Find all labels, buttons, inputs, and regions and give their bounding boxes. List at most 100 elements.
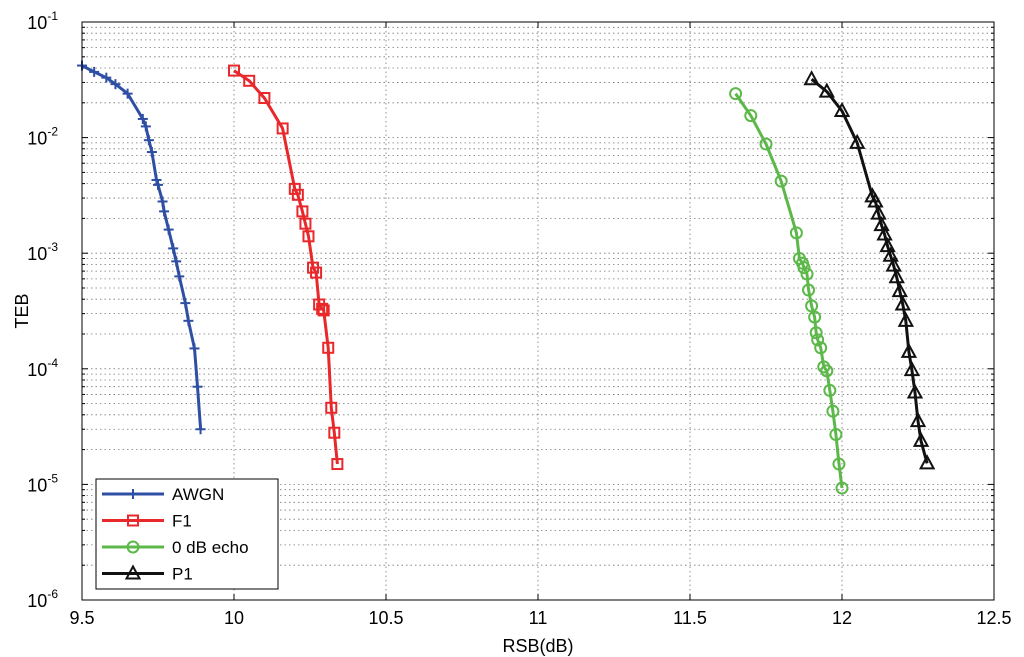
data-point-p1 — [897, 311, 915, 327]
x-tick-label: 12.5 — [976, 608, 1011, 628]
data-point-0-db-echo — [832, 457, 846, 471]
x-tick-label: 11 — [529, 608, 548, 628]
legend-marker-p1 — [124, 564, 142, 580]
data-point-f1 — [316, 302, 329, 315]
data-point-f1 — [296, 205, 309, 218]
y-tick-label: 10-2 — [27, 125, 58, 149]
data-point-p1 — [900, 342, 918, 358]
data-point-awgn — [163, 224, 174, 235]
data-point-awgn — [159, 206, 170, 217]
data-point-p1 — [909, 411, 927, 428]
data-point-f1 — [310, 266, 323, 279]
data-point-0-db-echo — [829, 428, 843, 442]
data-point-awgn — [89, 66, 100, 77]
data-point-p1 — [894, 295, 911, 311]
data-point-0-db-echo — [820, 364, 834, 378]
data-point-0-db-echo — [759, 137, 773, 151]
data-point-f1 — [302, 230, 315, 243]
grid — [82, 22, 994, 600]
data-point-p1 — [903, 360, 921, 377]
series-0-db-echo — [729, 87, 849, 495]
x-tick-label: 9.5 — [69, 608, 94, 628]
data-point-p1 — [888, 268, 905, 284]
data-point-p1 — [882, 246, 899, 262]
data-point-awgn — [146, 147, 157, 158]
data-point-0-db-echo — [808, 310, 822, 324]
data-point-p1 — [867, 192, 884, 208]
y-tick-label: 10-3 — [27, 240, 58, 264]
legend: AWGN F1 0 dB echo P1 — [95, 478, 279, 590]
data-point-f1 — [331, 458, 344, 471]
data-point-0-db-echo — [826, 404, 840, 418]
legend-label-p1: P1 — [172, 565, 193, 584]
data-point-f1 — [228, 64, 240, 77]
data-point-0-db-echo — [729, 87, 743, 101]
data-point-p1 — [885, 256, 902, 272]
legend-item-p1: P1 — [102, 564, 193, 584]
data-point-f1 — [299, 217, 312, 230]
y-tick-label: 10-1 — [27, 9, 58, 33]
y-tick-label: 10-4 — [27, 356, 58, 380]
data-point-0-db-echo — [814, 341, 828, 355]
series-awgn — [77, 60, 206, 435]
data-point-f1 — [328, 426, 341, 439]
data-point-awgn — [174, 271, 185, 282]
data-point-awgn — [122, 88, 133, 99]
y-tick-label: 10-6 — [27, 587, 58, 611]
data-point-0-db-echo — [744, 109, 758, 123]
legend-label-f1: F1 — [172, 512, 192, 531]
data-point-p1 — [906, 383, 924, 399]
x-tick-label: 11.5 — [673, 608, 707, 628]
data-point-awgn — [151, 174, 162, 185]
data-point-awgn — [157, 196, 168, 207]
data-point-0-db-echo — [823, 383, 837, 397]
data-point-f1 — [258, 92, 271, 105]
legend-marker-0-db-echo — [126, 540, 140, 554]
x-tick-label: 12 — [832, 608, 852, 628]
data-point-f1 — [322, 341, 335, 354]
series-layer — [77, 60, 936, 495]
legend-marker-awgn — [128, 489, 138, 499]
data-point-0-db-echo — [774, 174, 788, 188]
data-point-f1 — [291, 188, 304, 201]
x-tick-label: 10 — [224, 608, 244, 628]
series-p1 — [803, 70, 936, 470]
legend-label-awgn: AWGN — [172, 485, 224, 504]
data-point-awgn — [192, 381, 203, 392]
y-axis-label: TEB — [12, 293, 32, 328]
data-point-0-db-echo — [811, 333, 825, 347]
data-point-f1 — [325, 401, 338, 414]
data-point-p1 — [803, 70, 820, 86]
data-point-awgn — [153, 179, 163, 190]
data-point-0-db-echo — [789, 226, 803, 240]
legend-item-awgn: AWGN — [102, 485, 224, 504]
data-point-p1 — [876, 225, 893, 241]
data-point-p1 — [918, 454, 936, 470]
series-f1 — [228, 64, 344, 471]
data-point-awgn — [101, 72, 112, 83]
data-point-0-db-echo — [809, 326, 823, 340]
data-point-p1 — [870, 204, 887, 220]
data-point-awgn — [168, 243, 179, 254]
data-point-p1 — [873, 216, 890, 232]
data-point-p1 — [912, 431, 930, 447]
data-point-awgn — [189, 343, 200, 354]
legend-label-0-db-echo: 0 dB echo — [172, 538, 249, 557]
data-point-0-db-echo — [800, 267, 814, 281]
data-point-p1 — [879, 237, 896, 253]
data-point-awgn — [195, 424, 206, 435]
data-point-awgn — [143, 135, 154, 146]
legend-item-f1: F1 — [102, 512, 192, 531]
data-point-p1 — [818, 82, 835, 98]
data-point-f1 — [317, 304, 330, 317]
data-point-p1 — [849, 133, 866, 149]
y-tick-label: 10-5 — [27, 471, 58, 495]
data-point-awgn — [110, 79, 121, 90]
data-point-f1 — [243, 74, 256, 87]
legend-item-0-db-echo: 0 dB echo — [102, 538, 249, 557]
data-point-awgn — [140, 121, 151, 132]
data-point-p1 — [833, 101, 851, 117]
data-point-0-db-echo — [802, 283, 816, 297]
data-point-awgn — [137, 113, 148, 124]
